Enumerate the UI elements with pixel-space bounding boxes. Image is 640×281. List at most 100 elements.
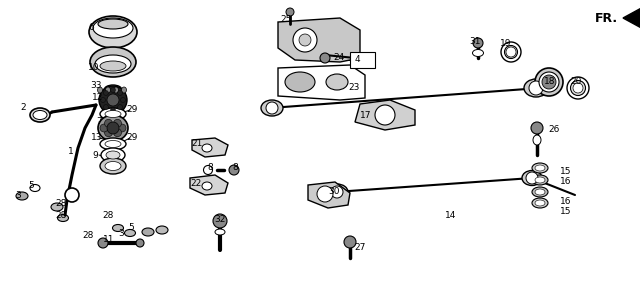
Ellipse shape: [570, 80, 586, 96]
Ellipse shape: [535, 165, 545, 171]
Text: 32: 32: [214, 216, 225, 225]
Circle shape: [136, 239, 144, 247]
Text: 5: 5: [28, 180, 34, 189]
Text: 16: 16: [560, 198, 572, 207]
Ellipse shape: [98, 19, 128, 29]
Text: 3: 3: [15, 191, 20, 200]
Text: 23: 23: [348, 83, 360, 92]
Ellipse shape: [535, 189, 545, 195]
Ellipse shape: [105, 110, 121, 117]
Circle shape: [104, 119, 113, 127]
Circle shape: [529, 81, 543, 95]
Circle shape: [331, 186, 343, 198]
Ellipse shape: [567, 77, 589, 99]
Ellipse shape: [285, 72, 315, 92]
Polygon shape: [192, 138, 228, 157]
Circle shape: [293, 28, 317, 52]
Circle shape: [104, 129, 113, 137]
Ellipse shape: [100, 61, 126, 71]
Ellipse shape: [326, 74, 348, 90]
Ellipse shape: [204, 166, 212, 175]
Ellipse shape: [111, 108, 115, 112]
Ellipse shape: [113, 225, 124, 232]
Text: 19: 19: [500, 38, 511, 47]
Ellipse shape: [33, 110, 47, 119]
Ellipse shape: [229, 165, 239, 175]
Text: 17: 17: [360, 110, 371, 119]
Text: 28: 28: [102, 212, 113, 221]
Text: 5: 5: [128, 223, 134, 232]
Text: 12: 12: [92, 94, 104, 103]
Circle shape: [113, 119, 122, 127]
Text: 1: 1: [68, 148, 74, 157]
Text: 21: 21: [191, 139, 202, 148]
Circle shape: [317, 186, 333, 202]
Ellipse shape: [120, 98, 125, 103]
Text: 9: 9: [92, 151, 98, 160]
Text: 8: 8: [232, 162, 237, 171]
Circle shape: [107, 122, 119, 134]
Text: 29: 29: [126, 105, 138, 114]
Ellipse shape: [51, 203, 63, 211]
Circle shape: [375, 105, 395, 125]
Text: 2: 2: [20, 103, 26, 112]
FancyBboxPatch shape: [350, 52, 375, 68]
Ellipse shape: [535, 177, 545, 183]
Text: 29: 29: [126, 133, 138, 142]
Ellipse shape: [524, 79, 548, 97]
Ellipse shape: [501, 42, 521, 62]
Polygon shape: [355, 100, 415, 130]
Ellipse shape: [472, 49, 483, 56]
Ellipse shape: [122, 87, 127, 93]
Ellipse shape: [16, 192, 28, 200]
Ellipse shape: [97, 87, 102, 93]
Circle shape: [98, 238, 108, 248]
Ellipse shape: [105, 140, 121, 148]
Circle shape: [99, 86, 127, 114]
Polygon shape: [190, 175, 228, 195]
Ellipse shape: [535, 200, 545, 206]
Ellipse shape: [95, 55, 131, 73]
Circle shape: [266, 102, 278, 114]
Text: 31: 31: [469, 37, 481, 46]
Circle shape: [118, 124, 126, 132]
Polygon shape: [278, 65, 365, 100]
Circle shape: [573, 83, 583, 93]
Circle shape: [286, 8, 294, 16]
Polygon shape: [278, 18, 360, 62]
Circle shape: [100, 124, 108, 132]
Ellipse shape: [111, 87, 115, 92]
Text: 4: 4: [355, 56, 360, 65]
Text: 22: 22: [190, 178, 201, 187]
Ellipse shape: [118, 105, 123, 110]
Circle shape: [506, 47, 516, 57]
Polygon shape: [308, 182, 350, 208]
Text: 24: 24: [333, 53, 344, 62]
Ellipse shape: [535, 68, 563, 96]
Ellipse shape: [104, 85, 122, 95]
Circle shape: [65, 188, 79, 202]
Ellipse shape: [98, 115, 128, 141]
Circle shape: [107, 94, 119, 106]
Circle shape: [473, 38, 483, 48]
Circle shape: [213, 214, 227, 228]
Ellipse shape: [118, 90, 123, 96]
Ellipse shape: [113, 87, 118, 93]
Text: 3: 3: [118, 228, 124, 237]
Text: 16: 16: [560, 178, 572, 187]
Ellipse shape: [532, 175, 548, 185]
Circle shape: [526, 172, 538, 184]
Text: 7: 7: [96, 117, 102, 126]
Circle shape: [542, 75, 556, 89]
Ellipse shape: [156, 226, 168, 234]
Text: 30: 30: [328, 187, 339, 196]
Ellipse shape: [30, 185, 40, 191]
Text: 10: 10: [88, 64, 99, 72]
Circle shape: [113, 129, 122, 137]
Ellipse shape: [504, 46, 518, 58]
Text: 8: 8: [207, 162, 212, 171]
Circle shape: [531, 122, 543, 134]
Ellipse shape: [106, 151, 120, 159]
Ellipse shape: [532, 187, 548, 197]
Ellipse shape: [30, 108, 50, 122]
